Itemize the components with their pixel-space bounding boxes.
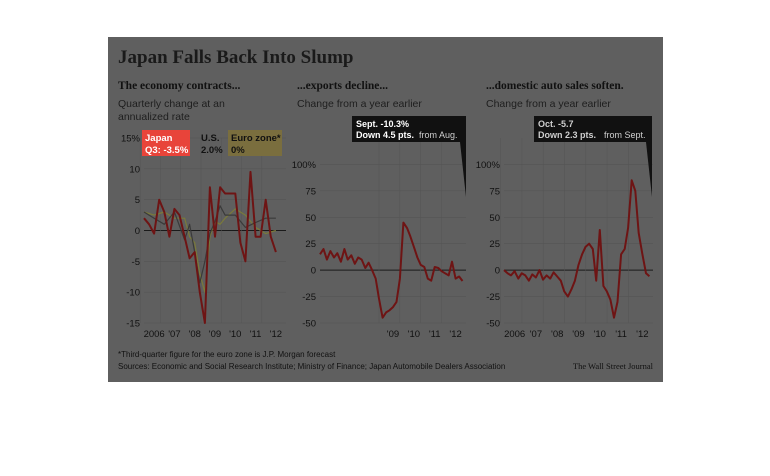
auto-sales-y-tick-label: 50: [489, 213, 500, 224]
exports-y-tick-label: 75: [305, 186, 316, 197]
subtitle-auto-sales: ...domestic auto sales soften.: [486, 80, 624, 92]
economy-legend: Japan Q3: -3.5% U.S. 2.0% Euro zone* 0%: [142, 130, 282, 156]
exports-x-tick-label: '11: [429, 329, 441, 340]
economy-x-tick-label: '09: [209, 329, 221, 340]
figure-svg: Japan Falls Back Into Slump The economy …: [118, 47, 654, 371]
subtitle-economy: The economy contracts...: [118, 80, 240, 92]
exports-callout-line2-bold: Down 4.5 pts.: [356, 130, 414, 140]
economy-euro-zone-line: [143, 208, 277, 293]
economy-x-tick-label: '07: [168, 329, 180, 340]
exports-callout-line1: Sept. -10.3%: [356, 119, 409, 129]
auto-sales-y-tick-label: 75: [489, 186, 500, 197]
exports-callout: Sept. -10.3% Down 4.5 pts. from Aug.: [352, 116, 466, 197]
economy-y-tick-label: 10: [129, 164, 140, 175]
auto-sales-x-tick-label: '10: [594, 329, 606, 340]
auto-sales-japan-line: [503, 179, 651, 319]
auto-sales-callout-line1: Oct. -5.7: [538, 119, 574, 129]
us-legend-name: U.S.: [201, 133, 219, 144]
exports-japan-line: [319, 221, 464, 319]
auto-sales-x-tick-label: '09: [572, 329, 584, 340]
auto-sales-callout-pointer: [646, 142, 652, 197]
exports-y-tick-label: 25: [305, 239, 316, 250]
economy-y-tick-label: 5: [135, 195, 140, 206]
auto-sales-callout: Oct. -5.7 Down 2.3 pts. from Sept.: [534, 116, 652, 197]
auto-sales-callout-line2-bold: Down 2.3 pts.: [538, 130, 596, 140]
auto-sales-y-tick-label: -50: [486, 319, 500, 330]
exports-callout-box: [352, 116, 466, 142]
exports-y-tick-label: -25: [302, 292, 316, 303]
economy-x-tick-label: '08: [189, 329, 201, 340]
exports-callout-line2-rest: from Aug.: [419, 130, 458, 140]
auto-sales-y-tick-label: 25: [489, 239, 500, 250]
credit: The Wall Street Journal: [573, 361, 654, 371]
plots-layer: 15%1050-5-10-152006'07'08'09'10'11'12100…: [121, 134, 653, 340]
euro-legend-name: Euro zone*: [231, 133, 281, 144]
auto-sales-x-tick-label: 2006: [504, 329, 525, 340]
exports-y-tick-label: 50: [305, 213, 316, 224]
exports-x-tick-label: '10: [408, 329, 420, 340]
economy-y-tick-label: -5: [132, 257, 140, 268]
auto-sales-callout-box: [534, 116, 652, 142]
economy-y-tick-label: -15: [126, 319, 140, 330]
exports-y-tick-label: -50: [302, 319, 316, 330]
exports-x-tick-label: '09: [387, 329, 399, 340]
exports-y-tick-label: 0: [311, 266, 316, 277]
exports-x-tick-label: '12: [449, 329, 461, 340]
economy-y-tick-label: -10: [126, 288, 140, 299]
figure-title: Japan Falls Back Into Slump: [118, 47, 353, 68]
japan-legend-swatch: [142, 130, 190, 156]
auto-sales-callout-line2-rest: from Sept.: [604, 130, 646, 140]
japan-legend-name: Japan: [145, 133, 173, 144]
exports-y-tick-label: 100%: [292, 160, 317, 171]
description-economy-line1: Quarterly change at an: [118, 98, 225, 110]
auto-sales-x-tick-label: '12: [636, 329, 648, 340]
economy-y-tick-label: 0: [135, 226, 140, 237]
economy-japan-line: [143, 170, 277, 324]
economy-x-tick-label: 2006: [144, 329, 165, 340]
economy-x-tick-label: '10: [229, 329, 241, 340]
auto-sales-x-tick-label: '11: [615, 329, 627, 340]
auto-sales-x-tick-label: '08: [551, 329, 563, 340]
economy-x-tick-label: '12: [270, 329, 282, 340]
description-exports: Change from a year earlier: [297, 98, 422, 110]
auto-sales-y-tick-label: 100%: [476, 160, 501, 171]
auto-sales-x-tick-label: '07: [530, 329, 542, 340]
us-legend-value: 2.0%: [201, 145, 223, 156]
auto-sales-y-tick-label: 0: [495, 266, 500, 277]
euro-legend-swatch: [228, 130, 282, 156]
description-economy-line2: annualized rate: [118, 111, 190, 123]
subtitle-exports: ...exports decline...: [297, 80, 388, 92]
footnote: *Third-quarter figure for the euro zone …: [118, 350, 336, 359]
economy-x-tick-label: '11: [250, 329, 262, 340]
exports-callout-pointer: [460, 142, 466, 197]
japan-legend-value: Q3: -3.5%: [145, 145, 189, 156]
economy-u-s-line: [143, 205, 276, 284]
euro-legend-value: 0%: [231, 145, 245, 156]
description-auto-sales: Change from a year earlier: [486, 98, 611, 110]
sources: Sources: Economic and Social Research In…: [118, 362, 505, 371]
economy-y-tick-label: 15%: [121, 134, 141, 145]
chart-panel: Japan Falls Back Into Slump The economy …: [108, 37, 663, 382]
auto-sales-y-tick-label: -25: [486, 292, 500, 303]
